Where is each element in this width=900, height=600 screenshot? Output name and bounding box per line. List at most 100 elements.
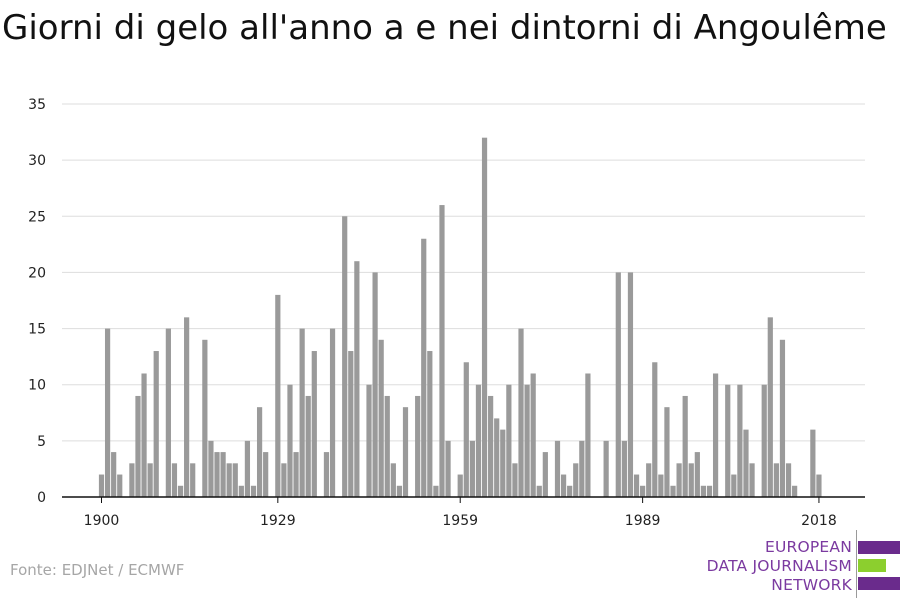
y-tick-label: 5 (37, 434, 46, 450)
bar-1938 (329, 328, 336, 497)
bar-1941 (348, 351, 354, 497)
bar-1935 (311, 351, 317, 497)
bar-1966 (500, 429, 506, 497)
bar-2007 (749, 463, 755, 497)
bar-1908 (147, 463, 153, 497)
bar-1971 (530, 373, 536, 497)
bar-1924 (244, 440, 251, 497)
x-tick-label: 2018 (801, 513, 837, 529)
y-tick-label: 0 (37, 490, 46, 506)
bar-1972 (536, 485, 542, 497)
bar-2001 (712, 373, 719, 497)
y-tick-label: 15 (28, 322, 46, 338)
bar-2011 (773, 463, 779, 497)
x-tick-label: 1900 (84, 513, 120, 529)
bar-1900 (98, 474, 105, 497)
y-gridlines (62, 103, 865, 442)
bar-1937 (323, 452, 330, 497)
bar-1998 (694, 452, 700, 497)
bar-1929 (275, 294, 281, 497)
bar-1993 (664, 407, 670, 497)
bar-2000 (706, 485, 713, 497)
bar-2014 (792, 485, 798, 497)
bar-1920 (220, 452, 226, 497)
bar-1979 (579, 440, 585, 497)
bar-1978 (573, 463, 579, 497)
bar-1985 (615, 272, 621, 497)
axes (62, 496, 865, 503)
bar-1913 (177, 485, 184, 497)
bar-1962 (475, 384, 482, 497)
bar-2010 (767, 317, 773, 497)
bar-1959 (457, 474, 463, 497)
bar-1967 (506, 384, 512, 497)
bar-2012 (779, 339, 786, 497)
bar-1907 (141, 373, 147, 497)
bar-2004 (731, 474, 737, 497)
x-tick-label: 1959 (442, 513, 478, 529)
bar-1952 (415, 395, 421, 497)
y-tick-label: 35 (28, 97, 46, 113)
bar-1912 (171, 463, 178, 497)
bar-1954 (427, 351, 433, 497)
bar-1927 (263, 452, 269, 497)
bar-1921 (226, 463, 232, 497)
bar-1903 (117, 474, 123, 497)
bar-1942 (354, 261, 360, 497)
bar-1970 (524, 384, 530, 497)
bar-1922 (232, 463, 238, 497)
bar-1953 (421, 238, 427, 497)
bar-1995 (676, 463, 682, 497)
bar-1990 (646, 463, 652, 497)
y-tick-label: 20 (28, 265, 46, 281)
bar-1950 (402, 407, 409, 497)
bar-1961 (469, 440, 475, 497)
logo-bar-purple-top (858, 541, 900, 554)
bar-1925 (250, 485, 257, 497)
bar-1994 (670, 485, 676, 497)
bar-2005 (737, 384, 743, 497)
logo-bar-purple-bottom (858, 577, 900, 590)
bar-1905 (129, 463, 135, 497)
y-tick-label: 30 (28, 153, 46, 169)
bar-1980 (585, 373, 591, 497)
bar-1915 (190, 463, 196, 497)
bar-1918 (208, 440, 214, 497)
source-note: Fonte: EDJNet / ECMWF (10, 561, 185, 579)
bar-1945 (372, 272, 378, 497)
bar-1914 (184, 317, 190, 497)
bar-1947 (384, 395, 390, 497)
bar-1988 (633, 474, 640, 497)
bar-2017 (810, 429, 816, 497)
bar-1973 (542, 452, 548, 497)
y-tick-label: 10 (28, 378, 46, 394)
chart-title: Giorni di gelo all'anno a e nei dintorni… (2, 8, 887, 48)
x-tick-labels: 1900 1929 1959 1989 2018 (84, 513, 837, 529)
bar-1960 (463, 362, 469, 497)
bar-2018 (816, 474, 822, 497)
bar-1976 (560, 474, 567, 497)
logo-line-2: DATA JOURNALISM (706, 557, 852, 575)
bar-1919 (214, 452, 220, 497)
y-tick-labels: 0 5 10 15 20 25 30 35 (28, 97, 46, 506)
bar-1923 (238, 485, 244, 497)
bar-1906 (135, 395, 141, 497)
bar-1931 (287, 384, 293, 497)
bar-1991 (652, 362, 658, 497)
bars (98, 137, 822, 498)
bar-1930 (281, 463, 287, 497)
logo-divider (856, 530, 857, 598)
bar-1957 (445, 440, 451, 497)
bar-1956 (439, 205, 445, 498)
bar-1934 (305, 395, 311, 497)
bar-1911 (165, 328, 171, 497)
bar-1983 (603, 440, 609, 497)
bar-1996 (682, 395, 688, 497)
bar-1999 (700, 485, 707, 497)
bar-chart: 0 5 10 15 20 25 30 35 1900 1929 1959 1989 2018 (28, 97, 865, 529)
bar-1989 (640, 485, 646, 497)
x-tick-label: 1929 (260, 513, 296, 529)
bar-1992 (658, 474, 664, 497)
bar-1917 (202, 339, 208, 497)
bar-1987 (627, 272, 634, 497)
